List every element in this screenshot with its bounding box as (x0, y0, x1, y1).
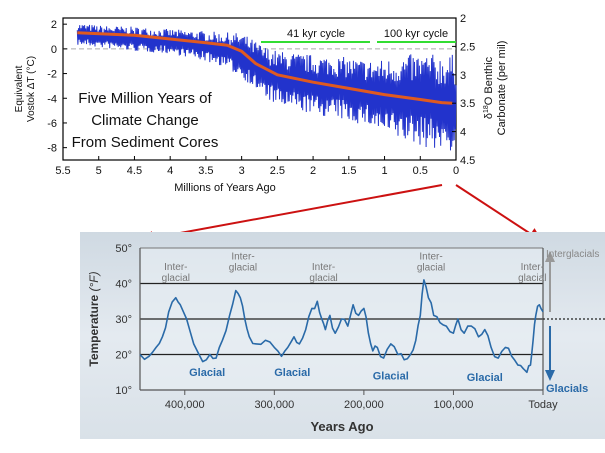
top-x-tick-label: 0 (453, 165, 459, 177)
side-legend: Interglacials Glacials (545, 249, 599, 395)
top-y-left-tick-label: -8 (47, 143, 57, 155)
top-x-tick-label: 4 (167, 165, 173, 177)
title-line-1: Five Million Years of (78, 90, 212, 107)
top-y-right-tick-label: 3.5 (460, 98, 475, 110)
title-line-3: From Sediment Cores (72, 134, 219, 151)
bottom-y-axis-label: Temperature (°F) (87, 271, 101, 366)
bottom-x-axis-label: Years Ago (310, 419, 373, 434)
bottom-x-tick-label: 400,000 (165, 399, 205, 411)
interglacial-label: glacial (417, 262, 445, 273)
top-x-tick-label: 5 (96, 165, 102, 177)
top-x-tick-label: 3.5 (198, 165, 213, 177)
top-x-tick-label: 5.5 (55, 165, 70, 177)
title-line-2: Climate Change (91, 112, 199, 129)
legend-up-arrowhead (545, 251, 555, 262)
top-y-left-tick-label: -4 (47, 93, 57, 105)
superscript-18: 18 (483, 105, 490, 113)
top-series-temperature (76, 24, 457, 151)
interglacial-label: glacial (229, 262, 257, 273)
glacial-label: Glacial (467, 372, 503, 384)
y-label-right-rest: O Benthic (483, 56, 495, 105)
annotation-41kyr: 41 kyr cycle (261, 28, 370, 43)
top-y-label-left: Equivalent Vostok ΔT (°C) (14, 56, 37, 122)
arrow-right (455, 184, 543, 242)
top-x-tick-label: 2 (310, 165, 316, 177)
top-x-tick-label: 1 (381, 165, 387, 177)
bottom-y-axis-label-text: Temperature (°F) (87, 271, 101, 366)
bottom-series-temperature (139, 279, 544, 374)
top-y-left-tick-label: -6 (47, 118, 57, 130)
legend-glacials: Glacials (546, 383, 588, 395)
top-y-label-right: δ18O Benthic Carbonate (per mil) (483, 41, 508, 136)
legend-down-arrowhead (545, 370, 555, 381)
bottom-x-tick-label: 100,000 (434, 399, 474, 411)
annotation-41kyr-label: 41 kyr cycle (287, 28, 345, 40)
delta-symbol: δ (483, 113, 495, 119)
annotation-100kyr: 100 kyr cycle (377, 28, 456, 43)
bottom-x-tick-label: 200,000 (344, 399, 384, 411)
top-x-tick-label: 4.5 (127, 165, 142, 177)
top-x-axis-label: Millions of Years Ago (174, 182, 276, 194)
arrow-left (139, 184, 443, 245)
glacial-label: Glacial (373, 370, 409, 382)
zoom-arrows (139, 184, 543, 245)
top-y-right-tick-label: 4.5 (460, 155, 475, 167)
interglacial-label: Inter- (419, 251, 442, 262)
y-label-main: Temperature (87, 291, 101, 366)
y-label-left-line-1: Equivalent (14, 65, 25, 112)
top-y-left-tick-label: 2 (51, 19, 57, 31)
y-label-right-line-2: Carbonate (per mil) (496, 41, 508, 136)
top-chart: 5.5 5 4.5 4 3.5 3 2.5 2 1.5 1 0.5 0 2 0 -2 -4 -6 -8 2 2.5 3 3… (14, 13, 508, 194)
top-series-trend (77, 31, 453, 105)
glacial-label: Glacial (274, 367, 310, 379)
bottom-y-tick-label: 40° (115, 279, 132, 291)
y-label-right-line-1: δ18O Benthic (483, 56, 495, 119)
bottom-y-tick-label: 30° (115, 314, 132, 326)
top-x-tick-label: 1.5 (341, 165, 356, 177)
bottom-x-tick-label: 300,000 (254, 399, 294, 411)
y-label-left-line-2: Vostok ΔT (°C) (26, 56, 37, 122)
interglacial-label: Inter- (312, 262, 335, 273)
interglacial-label: glacial (309, 273, 337, 284)
interglacial-label: Inter- (164, 262, 187, 273)
annotation-100kyr-label: 100 kyr cycle (384, 28, 448, 40)
top-x-tick-label: 3 (239, 165, 245, 177)
bottom-x-tick-label: Today (528, 399, 558, 411)
bottom-y-tick-label: 50° (115, 243, 132, 255)
interglacial-label: glacial (162, 273, 190, 284)
top-y-right-tick-label: 2.5 (460, 41, 475, 53)
legend-interglacials: Interglacials (546, 249, 599, 260)
top-y-left-tick-label: -2 (47, 69, 57, 81)
top-x-tick-label: 2.5 (270, 165, 285, 177)
glacial-label: Glacial (189, 367, 225, 379)
bottom-y-tick-label: 20° (115, 350, 132, 362)
bottom-y-tick-label: 10° (115, 385, 132, 397)
top-y-right-tick-label: 3 (460, 70, 466, 82)
interglacial-label: Inter- (521, 262, 544, 273)
interglacial-label: glacial (518, 273, 546, 284)
top-y-right-tick-label: 2 (460, 13, 466, 25)
top-y-right-tick-label: 4 (460, 127, 466, 139)
top-x-tick-label: 0.5 (413, 165, 428, 177)
top-y-left-tick-label: 0 (51, 44, 57, 56)
y-label-unit: (°F) (87, 271, 101, 291)
interglacial-label: Inter- (231, 251, 254, 262)
top-title: Five Million Years of Climate Change Fro… (72, 90, 219, 151)
